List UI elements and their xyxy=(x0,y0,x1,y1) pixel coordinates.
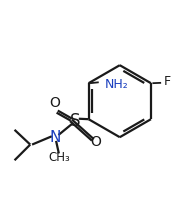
Text: NH₂: NH₂ xyxy=(104,78,128,91)
Text: CH₃: CH₃ xyxy=(48,151,70,164)
Text: S: S xyxy=(70,111,81,130)
Text: O: O xyxy=(90,135,101,149)
Text: N: N xyxy=(49,130,61,145)
Text: O: O xyxy=(49,96,60,110)
Text: F: F xyxy=(163,75,171,88)
